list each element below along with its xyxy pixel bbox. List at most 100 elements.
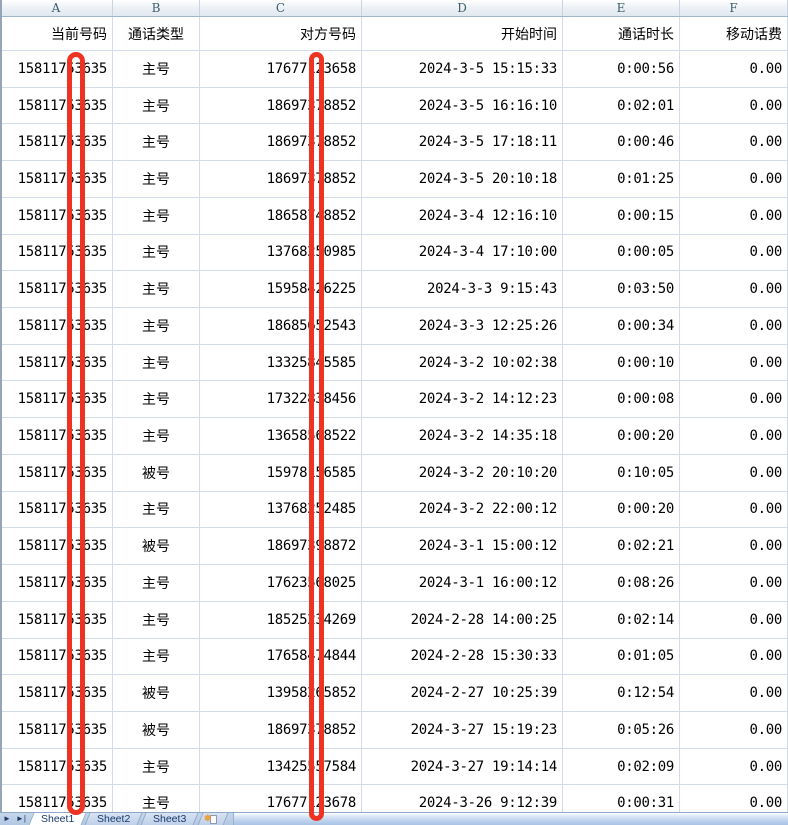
cell[interactable]: 18685652543 <box>200 308 362 345</box>
tab-scroll-last-button[interactable]: ►| <box>15 814 26 823</box>
cell[interactable]: 0.00 <box>680 161 788 198</box>
cell[interactable]: 主号 <box>113 234 200 272</box>
cell[interactable]: 0:10:05 <box>563 454 680 492</box>
cell[interactable]: 0.00 <box>680 675 788 712</box>
cell[interactable]: 18525234269 <box>200 601 362 639</box>
cell[interactable]: 2024-3-1 16:00:12 <box>362 565 563 602</box>
cell[interactable]: 2024-3-2 10:02:38 <box>362 344 563 382</box>
cell[interactable]: 0:02:09 <box>563 748 680 786</box>
cell[interactable]: 0.00 <box>680 491 788 529</box>
cell[interactable]: 15811753635 <box>0 675 113 712</box>
cell[interactable]: 17658474844 <box>200 638 362 676</box>
cell[interactable]: 2024-3-2 14:12:23 <box>362 381 563 419</box>
cell[interactable]: 15811753635 <box>0 381 113 419</box>
cell[interactable]: 主号 <box>113 344 200 382</box>
cell[interactable]: 0.00 <box>680 271 788 309</box>
cell[interactable]: 15811753635 <box>0 344 113 382</box>
field-header-cell[interactable]: 当前号码 <box>0 17 113 51</box>
cell[interactable]: 主号 <box>113 601 200 639</box>
cell[interactable]: 0.00 <box>680 234 788 272</box>
cell[interactable]: 0:12:54 <box>563 675 680 712</box>
cell[interactable]: 13768252485 <box>200 491 362 529</box>
cell[interactable]: 0.00 <box>680 87 788 125</box>
cell[interactable]: 0.00 <box>680 124 788 162</box>
cell[interactable]: 15811753635 <box>0 87 113 125</box>
cell[interactable]: 主号 <box>113 124 200 162</box>
field-header-cell[interactable]: 通话时长 <box>563 17 680 51</box>
cell[interactable]: 15811753635 <box>0 454 113 492</box>
cell[interactable]: 0.00 <box>680 601 788 639</box>
horizontal-scrollbar[interactable] <box>232 813 788 825</box>
cell[interactable]: 主号 <box>113 51 200 88</box>
cell[interactable]: 15958426225 <box>200 271 362 309</box>
insert-worksheet-button[interactable]: ✱ <box>197 813 229 825</box>
cell[interactable]: 15811753635 <box>0 418 113 455</box>
cell[interactable]: 15811753635 <box>0 601 113 639</box>
cell[interactable]: 主号 <box>113 308 200 345</box>
cell[interactable]: 15811753635 <box>0 161 113 198</box>
field-header-cell[interactable]: 对方号码 <box>200 17 362 51</box>
cell[interactable]: 0:01:05 <box>563 638 680 676</box>
cell[interactable]: 被号 <box>113 454 200 492</box>
cell[interactable]: 17322838456 <box>200 381 362 419</box>
cell[interactable]: 0:00:15 <box>563 197 680 235</box>
cell[interactable]: 主号 <box>113 748 200 786</box>
cell[interactable]: 0:01:25 <box>563 161 680 198</box>
cell[interactable]: 17623568025 <box>200 565 362 602</box>
cell[interactable]: 18658748852 <box>200 197 362 235</box>
cell[interactable]: 15811753635 <box>0 491 113 529</box>
cell[interactable]: 15811753635 <box>0 638 113 676</box>
cell[interactable]: 18697378852 <box>200 124 362 162</box>
cell[interactable]: 2024-2-28 14:00:25 <box>362 601 563 639</box>
cell[interactable]: 主号 <box>113 638 200 676</box>
field-header-cell[interactable]: 通话类型 <box>113 17 200 51</box>
cell[interactable]: 主号 <box>113 381 200 419</box>
cell[interactable]: 15811753635 <box>0 197 113 235</box>
field-header-cell[interactable]: 开始时间 <box>362 17 563 51</box>
cell[interactable]: 2024-3-3 12:25:26 <box>362 308 563 345</box>
cell[interactable]: 0:00:20 <box>563 491 680 529</box>
cell[interactable]: 13658568522 <box>200 418 362 455</box>
cell[interactable]: 0.00 <box>680 565 788 602</box>
cell[interactable]: 15811753635 <box>0 711 113 749</box>
cell[interactable]: 被号 <box>113 711 200 749</box>
cell[interactable]: 13325845585 <box>200 344 362 382</box>
cell[interactable]: 15811753635 <box>0 308 113 345</box>
cell[interactable]: 18697378852 <box>200 87 362 125</box>
column-header-e[interactable]: E <box>563 0 680 16</box>
cell[interactable]: 0:00:10 <box>563 344 680 382</box>
cell[interactable]: 15978156585 <box>200 454 362 492</box>
cell[interactable]: 0:00:46 <box>563 124 680 162</box>
cell[interactable]: 0:02:01 <box>563 87 680 125</box>
cell[interactable]: 2024-3-2 20:10:20 <box>362 454 563 492</box>
cell[interactable]: 15811753635 <box>0 271 113 309</box>
cell[interactable]: 0.00 <box>680 418 788 455</box>
cell[interactable]: 0.00 <box>680 748 788 786</box>
cell[interactable]: 13958265852 <box>200 675 362 712</box>
cell[interactable]: 0.00 <box>680 51 788 88</box>
cell[interactable]: 0:00:34 <box>563 308 680 345</box>
cell[interactable]: 17677123658 <box>200 51 362 88</box>
cell[interactable]: 0:00:20 <box>563 418 680 455</box>
cell[interactable]: 2024-3-5 16:16:10 <box>362 87 563 125</box>
tab-scroll-right-button[interactable]: ► <box>3 814 11 823</box>
cell[interactable]: 0.00 <box>680 454 788 492</box>
cell[interactable]: 2024-3-4 12:16:10 <box>362 197 563 235</box>
cell[interactable]: 15811753635 <box>0 51 113 88</box>
cell[interactable]: 18697378852 <box>200 161 362 198</box>
cell[interactable]: 2024-3-2 22:00:12 <box>362 491 563 529</box>
column-header-b[interactable]: B <box>113 0 200 16</box>
cell[interactable]: 2024-3-5 15:15:33 <box>362 51 563 88</box>
column-header-f[interactable]: F <box>680 0 788 16</box>
cell[interactable]: 13768250985 <box>200 234 362 272</box>
cell[interactable]: 0:02:21 <box>563 528 680 566</box>
cell[interactable]: 15811753635 <box>0 234 113 272</box>
cell[interactable]: 15811753635 <box>0 124 113 162</box>
cell[interactable]: 主号 <box>113 565 200 602</box>
field-header-cell[interactable]: 移动话费 <box>680 17 788 51</box>
cell[interactable]: 2024-3-3 9:15:43 <box>362 271 563 309</box>
cell[interactable]: 0:00:08 <box>563 381 680 419</box>
cell[interactable]: 0:08:26 <box>563 565 680 602</box>
sheet-tab-sheet1[interactable]: Sheet1 <box>28 813 87 825</box>
cell[interactable]: 0:00:05 <box>563 234 680 272</box>
